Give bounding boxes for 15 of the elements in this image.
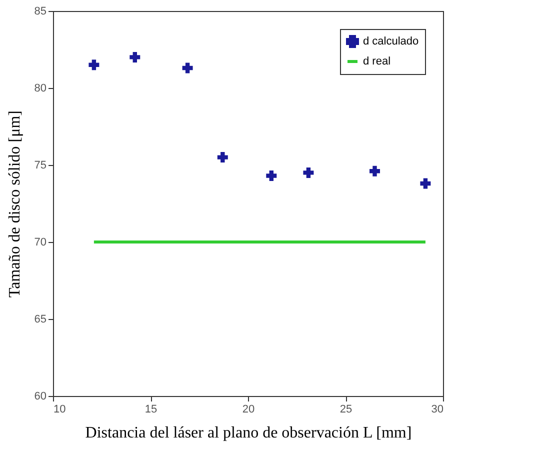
x-tick-label: 30 (431, 404, 444, 416)
legend-label: d real (363, 56, 391, 68)
x-tick-label: 20 (242, 404, 255, 416)
y-tick-label: 75 (34, 160, 46, 172)
y-tick-label: 85 (34, 6, 46, 18)
y-tick-label: 65 (34, 314, 46, 326)
x-tick-label: 15 (144, 404, 158, 416)
y-tick-label: 70 (34, 236, 46, 248)
y-axis-title: Tamaño de disco sólido [μm] (6, 110, 24, 298)
x-tick-label: 10 (54, 404, 66, 416)
legend-label: d calculado (363, 36, 419, 48)
y-tick-label: 80 (34, 82, 46, 94)
y-tick-label: 60 (34, 390, 46, 402)
x-tick-label: 25 (340, 404, 352, 416)
x-axis-title: Distancia del láser al plano de observación L [mm] (85, 424, 412, 442)
